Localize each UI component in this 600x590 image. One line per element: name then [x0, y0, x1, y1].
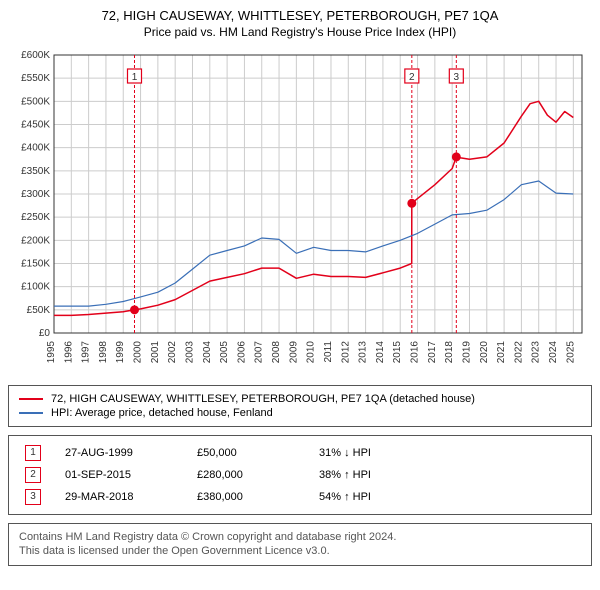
event-row: 3 29-MAR-2018£380,00054% ↑ HPI — [19, 486, 581, 508]
svg-text:2017: 2017 — [427, 341, 438, 364]
event-marker: 3 — [25, 489, 41, 505]
svg-text:1996: 1996 — [63, 341, 74, 364]
svg-text:2014: 2014 — [375, 341, 386, 364]
legend-label: 72, HIGH CAUSEWAY, WHITTLESEY, PETERBORO… — [51, 393, 475, 405]
svg-text:2011: 2011 — [323, 341, 334, 363]
svg-text:1999: 1999 — [115, 341, 126, 364]
event-date: 29-MAR-2018 — [59, 486, 191, 508]
legend-swatch — [19, 398, 43, 400]
svg-text:2018: 2018 — [444, 341, 455, 364]
legend-item: HPI: Average price, detached house, Fenl… — [19, 406, 581, 420]
svg-text:£400K: £400K — [21, 143, 50, 154]
legend-swatch — [19, 412, 43, 414]
svg-text:2004: 2004 — [202, 341, 213, 364]
price-chart: £0 £50K £100K £150K £200K £250K £300K £350K £400… — [8, 47, 592, 377]
attribution: Contains HM Land Registry data © Crown c… — [8, 523, 592, 566]
svg-text:2013: 2013 — [358, 341, 369, 364]
svg-text:£150K: £150K — [21, 259, 50, 270]
page-title: 72, HIGH CAUSEWAY, WHITTLESEY, PETERBORO… — [8, 8, 592, 23]
svg-text:1995: 1995 — [46, 341, 57, 364]
attribution-line2: This data is licensed under the Open Gov… — [19, 544, 581, 558]
svg-text:2016: 2016 — [410, 341, 421, 364]
event-price: £380,000 — [191, 486, 313, 508]
page-subtitle: Price paid vs. HM Land Registry's House … — [8, 25, 592, 39]
svg-text:£200K: £200K — [21, 235, 50, 246]
svg-text:2002: 2002 — [167, 341, 178, 364]
event-row: 1 27-AUG-1999£50,00031% ↓ HPI — [19, 442, 581, 464]
svg-text:2021: 2021 — [496, 341, 507, 364]
svg-text:2023: 2023 — [531, 341, 542, 364]
series-marker — [408, 199, 416, 207]
svg-text:2024: 2024 — [548, 341, 559, 364]
series-marker — [452, 153, 460, 161]
attribution-line1: Contains HM Land Registry data © Crown c… — [19, 530, 581, 544]
svg-text:2019: 2019 — [461, 341, 472, 364]
event-date: 27-AUG-1999 — [59, 442, 191, 464]
event-delta: 38% ↑ HPI — [313, 464, 581, 486]
svg-text:2006: 2006 — [236, 341, 247, 364]
legend-item: 72, HIGH CAUSEWAY, WHITTLESEY, PETERBORO… — [19, 392, 581, 406]
svg-text:£250K: £250K — [21, 212, 50, 223]
svg-text:2009: 2009 — [288, 341, 299, 364]
event-marker: 2 — [25, 467, 41, 483]
legend-label: HPI: Average price, detached house, Fenl… — [51, 407, 273, 419]
legend: 72, HIGH CAUSEWAY, WHITTLESEY, PETERBORO… — [8, 385, 592, 427]
svg-text:2003: 2003 — [184, 341, 195, 364]
svg-text:2001: 2001 — [150, 341, 161, 364]
svg-text:2000: 2000 — [133, 341, 144, 364]
svg-text:2022: 2022 — [513, 341, 524, 364]
event-date: 01-SEP-2015 — [59, 464, 191, 486]
event-delta: 54% ↑ HPI — [313, 486, 581, 508]
svg-text:£50K: £50K — [27, 305, 51, 316]
svg-text:£550K: £550K — [21, 73, 50, 84]
chart-svg: £0 £50K £100K £150K £200K £250K £300K £350K £400… — [8, 47, 592, 377]
svg-text:2: 2 — [409, 72, 415, 83]
event-price: £50,000 — [191, 442, 313, 464]
svg-text:£300K: £300K — [21, 189, 50, 200]
svg-text:2008: 2008 — [271, 341, 282, 364]
svg-text:2010: 2010 — [306, 341, 317, 364]
svg-text:1998: 1998 — [98, 341, 109, 364]
svg-text:3: 3 — [454, 72, 460, 83]
events-table: 1 27-AUG-1999£50,00031% ↓ HPI 2 01-SEP-2015… — [8, 435, 592, 515]
svg-text:£100K: £100K — [21, 282, 50, 293]
event-price: £280,000 — [191, 464, 313, 486]
series-marker — [130, 306, 138, 314]
svg-text:2007: 2007 — [254, 341, 265, 364]
svg-text:£500K: £500K — [21, 96, 50, 107]
svg-text:£350K: £350K — [21, 166, 50, 177]
svg-text:£450K: £450K — [21, 120, 50, 131]
svg-text:2025: 2025 — [565, 341, 576, 364]
svg-text:1: 1 — [132, 72, 138, 83]
svg-text:2012: 2012 — [340, 341, 351, 364]
event-marker: 1 — [25, 445, 41, 461]
svg-text:£0: £0 — [39, 328, 51, 339]
svg-text:2020: 2020 — [479, 341, 490, 364]
event-row: 2 01-SEP-2015£280,00038% ↑ HPI — [19, 464, 581, 486]
event-delta: 31% ↓ HPI — [313, 442, 581, 464]
svg-text:2015: 2015 — [392, 341, 403, 364]
svg-text:£600K: £600K — [21, 50, 50, 61]
svg-text:1997: 1997 — [81, 341, 92, 364]
svg-text:2005: 2005 — [219, 341, 230, 364]
